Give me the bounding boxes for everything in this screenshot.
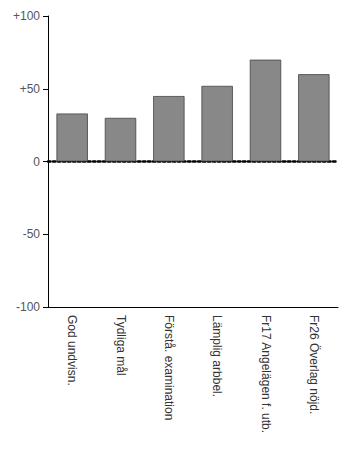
svg-text:Fr26 Överlag nöjd.: Fr26 Överlag nöjd.	[307, 315, 321, 414]
svg-text:God undvisn.: God undvisn.	[65, 315, 79, 386]
svg-text:+50: +50	[20, 82, 41, 96]
svg-text:-100: -100	[16, 300, 40, 314]
svg-text:0: 0	[33, 155, 40, 169]
svg-text:+100: +100	[13, 9, 40, 23]
svg-text:Fr17 Angelägen f. utb.: Fr17 Angelägen f. utb.	[259, 315, 273, 433]
svg-text:Förstå. examination: Förstå. examination	[162, 315, 176, 420]
svg-text:Lämplig arbbel.: Lämplig arbbel.	[210, 315, 224, 397]
svg-text:Tydliga mål: Tydliga mål	[114, 315, 128, 376]
svg-text:-50: -50	[23, 227, 41, 241]
